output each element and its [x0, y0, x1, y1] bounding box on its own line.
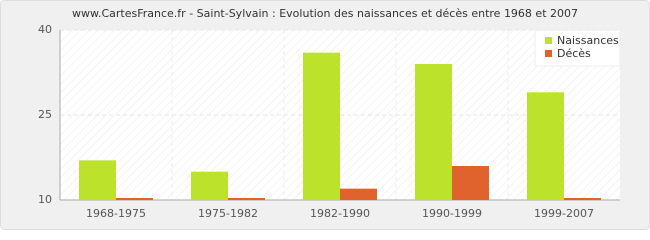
bar	[340, 188, 377, 200]
x-tick-label: 1975-1982	[198, 207, 258, 220]
bar	[564, 198, 601, 200]
legend-label: Décès	[557, 47, 591, 60]
chart: www.CartesFrance.fr - Saint-Sylvain : Ev…	[0, 0, 650, 230]
legend-label: Naissances	[557, 34, 619, 47]
x-tick-label: 1999-2007	[534, 207, 594, 220]
y-tick-label: 25	[38, 108, 52, 121]
legend-box	[534, 29, 621, 67]
bar	[452, 166, 489, 200]
x-tick-label: 1982-1990	[310, 207, 370, 220]
bar	[415, 64, 452, 200]
x-tick-label: 1968-1975	[86, 207, 146, 220]
bar	[527, 92, 564, 200]
bar	[303, 52, 340, 200]
y-tick-label: 40	[38, 23, 52, 36]
x-tick-label: 1990-1999	[422, 207, 482, 220]
bar	[191, 171, 228, 200]
bar	[228, 198, 265, 200]
legend-swatch	[545, 50, 552, 57]
bar	[116, 198, 153, 200]
legend	[534, 29, 621, 67]
y-tick-label: 10	[38, 193, 52, 206]
legend-swatch	[545, 37, 552, 44]
chart-title: www.CartesFrance.fr - Saint-Sylvain : Ev…	[72, 7, 578, 20]
bar	[79, 160, 116, 200]
